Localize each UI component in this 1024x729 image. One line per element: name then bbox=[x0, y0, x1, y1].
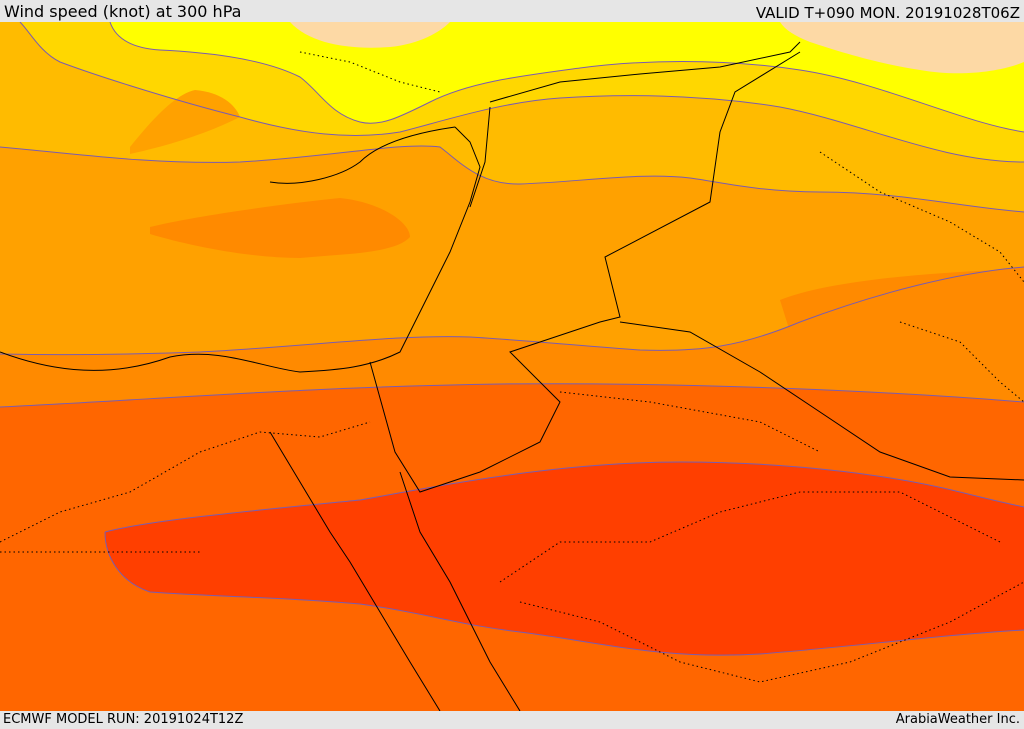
coastline bbox=[489, 41, 801, 103]
model-run: ECMWF MODEL RUN: 20191024T12Z bbox=[3, 712, 244, 727]
blob-dark-orange-west bbox=[150, 198, 410, 258]
dotted-boundaries bbox=[0, 51, 1024, 683]
contour-line bbox=[0, 383, 1024, 408]
dotted-boundary bbox=[499, 491, 1001, 583]
coastline bbox=[269, 431, 441, 711]
contour-line bbox=[104, 461, 1024, 533]
map-footer: ECMWF MODEL RUN: 20191024T12Z ArabiaWeat… bbox=[0, 711, 1024, 729]
map-title: Wind speed (knot) at 300 hPa bbox=[4, 2, 242, 21]
contour-line bbox=[0, 145, 1024, 213]
dotted-boundary bbox=[299, 51, 441, 93]
dotted-boundary bbox=[0, 421, 371, 543]
border-line bbox=[619, 321, 1024, 481]
blob-dark-orange-east bbox=[780, 270, 1024, 353]
coastline bbox=[269, 126, 456, 184]
blob-orange-northwest bbox=[130, 90, 240, 154]
contour-lines bbox=[0, 22, 1024, 656]
credit: ArabiaWeather Inc. bbox=[895, 712, 1020, 727]
border-line bbox=[469, 106, 491, 208]
dotted-boundary bbox=[519, 581, 1024, 683]
dotted-boundary bbox=[559, 391, 821, 453]
band-yellow bbox=[110, 22, 1024, 132]
band-cream-north bbox=[290, 22, 450, 48]
contour-line bbox=[0, 266, 1024, 356]
contour-line bbox=[19, 22, 1024, 163]
wind-speed-map bbox=[0, 22, 1024, 711]
contour-line bbox=[104, 531, 1024, 656]
border-line bbox=[369, 51, 801, 493]
borders bbox=[369, 51, 1024, 493]
valid-time: VALID T+090 MON. 20191028T06Z bbox=[755, 4, 1020, 22]
dotted-boundary bbox=[899, 321, 1024, 403]
band-red-south bbox=[105, 462, 1024, 656]
band-cream-northeast bbox=[780, 22, 1024, 74]
contour-line bbox=[109, 22, 1024, 133]
map-header: Wind speed (knot) at 300 hPa VALID T+090… bbox=[0, 0, 1024, 22]
coastline bbox=[399, 471, 521, 711]
coastlines bbox=[0, 41, 801, 711]
coastline bbox=[0, 126, 481, 373]
